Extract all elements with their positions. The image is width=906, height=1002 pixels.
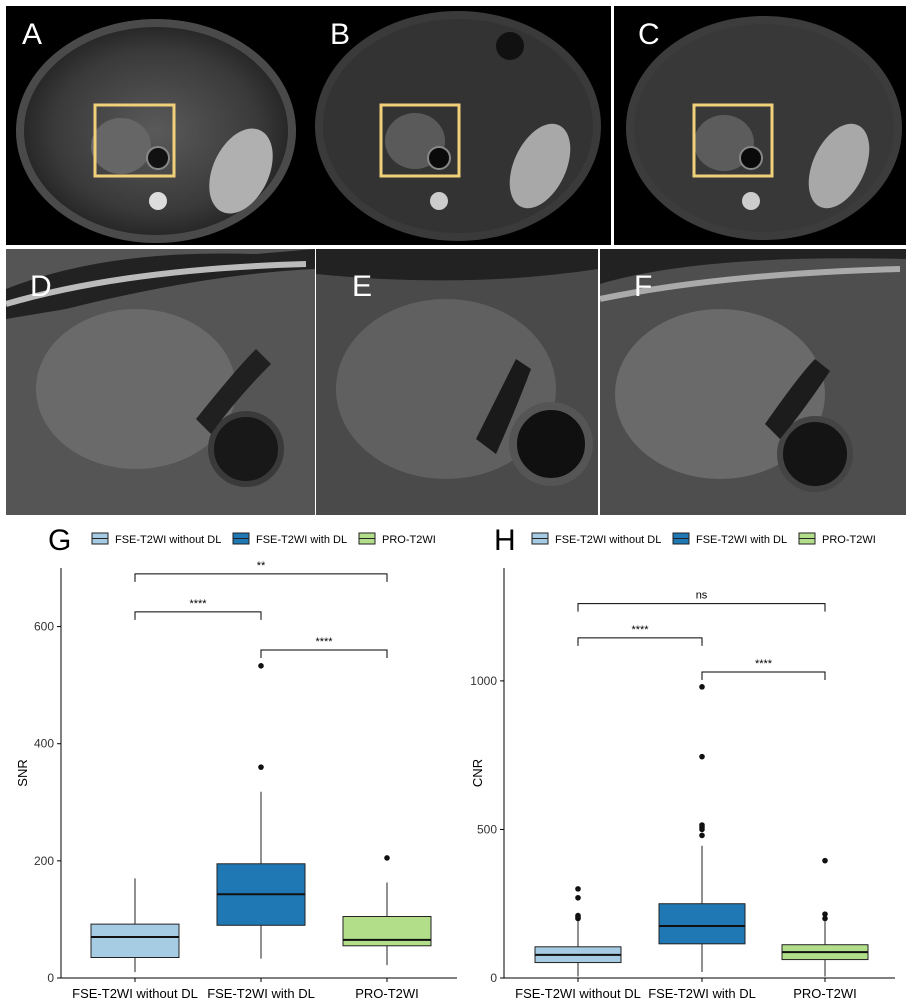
x-tick-label: FSE-T2WI without DL (515, 986, 641, 1001)
panel-label-a: A (22, 18, 43, 51)
panel-label-h: H (494, 524, 516, 557)
y-tick-label: 0 (490, 971, 497, 985)
panel-label-e: E (352, 270, 373, 303)
significance-bracket (134, 573, 388, 582)
mri-zoom-panel-d (6, 249, 315, 515)
outlier-point (575, 886, 581, 892)
y-axis-label: SNR (15, 759, 30, 786)
panel-label-d: D (30, 270, 52, 303)
mri-zoom-panel-e (316, 249, 598, 515)
y-tick-label: 1000 (470, 674, 497, 688)
mri-zoom-image (6, 249, 315, 515)
significance-bracket (577, 603, 826, 612)
significance-label: ** (257, 560, 266, 572)
y-tick-label: 200 (34, 854, 54, 868)
mri-panel-a (6, 6, 305, 245)
outlier-point (384, 855, 390, 861)
outlier-point (699, 832, 705, 839)
significance-label: ns (696, 590, 708, 602)
y-tick-label: 400 (34, 737, 54, 751)
significance-bracket (260, 649, 388, 658)
y-tick-label: 600 (34, 620, 54, 634)
outlier-point (699, 822, 705, 828)
legend-label: PRO-T2WI (822, 534, 876, 546)
x-tick-label: PRO-T2WI (793, 986, 857, 1001)
charts-area: FSE-T2WI without DL FSE-T2WI with DL PRO-T… (15, 532, 895, 1001)
box-iqr (90, 923, 180, 959)
significance-label: **** (315, 636, 333, 648)
legend-label: FSE-T2WI with DL (256, 534, 347, 546)
mri-panel-b (305, 6, 611, 245)
significance-bracket (577, 637, 703, 646)
y-tick-label: 0 (47, 971, 54, 985)
outlier-point (699, 753, 705, 760)
legend-label: FSE-T2WI without DL (555, 534, 661, 546)
mri-zoom-panel-f (600, 249, 906, 515)
x-tick-label: PRO-T2WI (355, 986, 419, 1001)
panel-label-b: B (330, 18, 351, 51)
significance-bracket (134, 611, 262, 620)
outlier-point (822, 911, 828, 917)
significance-label: **** (755, 658, 773, 670)
panel-label-g: G (48, 524, 72, 557)
x-tick-label: FSE-T2WI without DL (72, 986, 198, 1001)
outlier-point (258, 663, 264, 669)
outlier-point (822, 857, 828, 864)
legend-label: FSE-T2WI with DL (696, 534, 787, 546)
outlier-point (575, 894, 581, 901)
legend-label: FSE-T2WI without DL (115, 534, 221, 546)
mri-zoom-image (316, 249, 598, 515)
mri-zoom-image (600, 249, 906, 515)
mri-axial-image (6, 6, 305, 245)
x-tick-label: FSE-T2WI with DL (648, 986, 756, 1001)
mri-panel-c (614, 6, 906, 245)
outlier-point (822, 915, 828, 922)
significance-label: **** (189, 598, 207, 610)
x-tick-label: FSE-T2WI with DL (207, 986, 315, 1001)
outlier-point (575, 912, 581, 919)
mri-axial-image (614, 6, 906, 245)
legend-label: PRO-T2WI (382, 534, 436, 546)
panel-label-f: F (634, 270, 653, 303)
y-tick-label: 500 (477, 822, 497, 836)
y-axis-label: CNR (470, 759, 485, 787)
panel-label-c: C (638, 18, 660, 51)
outlier-point (699, 684, 705, 690)
box-iqr (658, 903, 746, 945)
significance-label: **** (631, 624, 649, 636)
outlier-point (258, 764, 264, 770)
significance-bracket (701, 671, 826, 680)
mri-axial-image (305, 6, 611, 245)
box-iqr (342, 916, 432, 947)
